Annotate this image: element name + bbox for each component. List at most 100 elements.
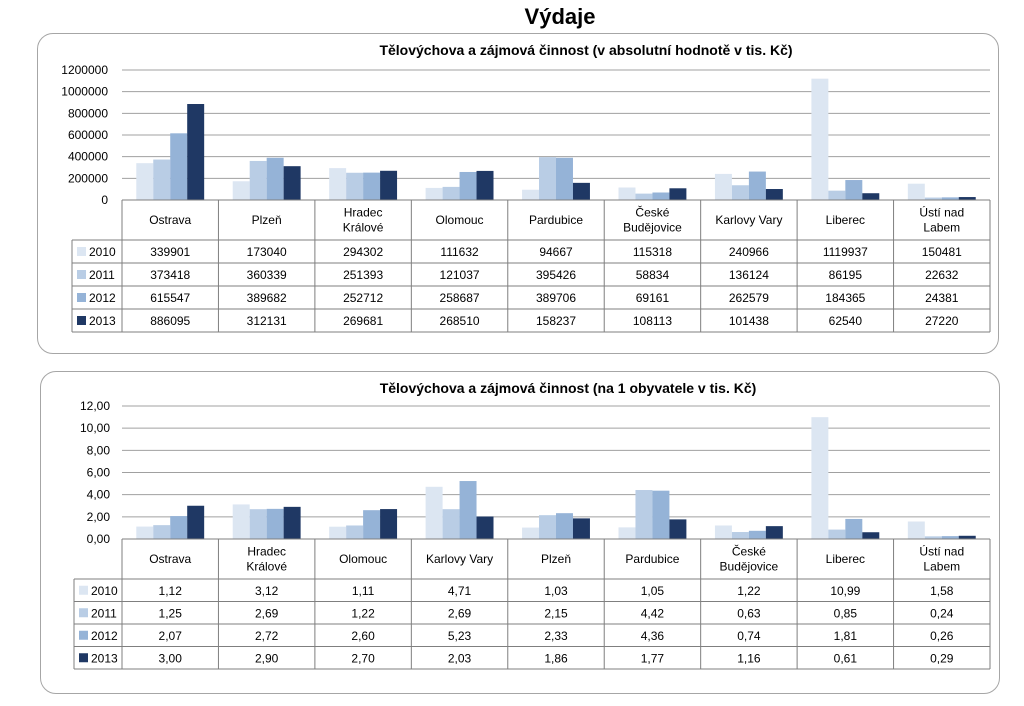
chart2-category-label: Pardubice [625, 552, 679, 566]
chart1-table-value: 115318 [633, 245, 672, 259]
chart2-bar [346, 525, 364, 539]
chart2-bar [442, 509, 460, 539]
chart2-bar [958, 535, 976, 539]
chart2-table-value: 2,15 [544, 606, 568, 620]
chart2-bar [731, 532, 749, 539]
chart2-table-value: 1,11 [352, 584, 375, 598]
chart2-y-tick-label: 0,00 [87, 532, 111, 546]
chart1-bar [862, 193, 880, 200]
chart1-bar [187, 104, 205, 200]
chart1-table-value: 294302 [343, 245, 383, 259]
chart2-table-value: 2,03 [448, 651, 472, 665]
chart2-bar [329, 526, 347, 539]
chart2-legend-swatch [79, 585, 88, 595]
chart1-table-value: 62540 [829, 314, 863, 328]
chart2-bar [618, 527, 636, 539]
chart2-table-value: 4,42 [641, 606, 665, 620]
chart1-y-tick-label: 0 [101, 193, 108, 207]
chart2-bar [425, 486, 443, 539]
chart2-bar [522, 527, 540, 539]
chart1-bar [170, 133, 188, 200]
chart1-bar [539, 157, 556, 200]
chart1-table-value: 615547 [150, 291, 190, 305]
chart1-table-value: 269681 [343, 314, 383, 328]
chart1-bar [249, 160, 267, 200]
chart1-bar [425, 187, 443, 200]
chart1-title: Tělovýchova a zájmová činnost (v absolut… [379, 42, 792, 58]
chart2-bar [652, 490, 670, 539]
chart2-table-value: 4,71 [448, 584, 472, 598]
chart1-bar [329, 168, 347, 200]
chart2-category-label: Karlovy Vary [426, 552, 493, 566]
chart2-table-value: 3,00 [159, 651, 183, 665]
chart1-bar [845, 180, 863, 200]
chart1-category-label: Pardubice [529, 213, 583, 227]
chart2-table-value: 0,26 [930, 629, 954, 643]
chart2-category-label: Ústí nad [919, 544, 964, 559]
chart1-table-value: 258687 [440, 291, 480, 305]
chart1-table-value: 173040 [247, 245, 287, 259]
chart1-table-value: 373418 [150, 268, 190, 282]
chart1-table-value: 184365 [825, 291, 865, 305]
chart2-table-value: 0,74 [737, 629, 761, 643]
chart1-table-value: 312131 [247, 314, 287, 328]
chart1-table-value: 240966 [729, 245, 769, 259]
chart1-legend-label: 2013 [89, 314, 116, 328]
chart2-bar [380, 509, 398, 539]
chart1-category-label: Olomouc [436, 213, 484, 227]
chart1-bar [442, 186, 460, 200]
chart2-bar [363, 510, 381, 539]
chart1-table-value: 111632 [440, 245, 479, 259]
chart2-y-tick-label: 12,00 [80, 399, 110, 413]
chart1-bar [266, 157, 284, 200]
chart2-bar [249, 509, 267, 539]
chart2-table-value: 0,63 [737, 606, 761, 620]
chart2-bar [136, 526, 154, 539]
chart1-y-tick-label: 200000 [68, 171, 108, 185]
chart1-bar [652, 192, 670, 200]
chart1-bar [828, 190, 846, 200]
chart2-bar [941, 536, 959, 539]
chart1-table-value: 389706 [536, 291, 576, 305]
chart2-legend-swatch [79, 608, 88, 618]
chart2-bar [924, 536, 942, 539]
chart2-legend-label: 2012 [91, 629, 118, 643]
chart1-bar [232, 181, 250, 200]
chart2-category-label: Olomouc [339, 552, 387, 566]
chart1-category-label: Hradec [344, 206, 383, 220]
chart1-table-value: 94667 [539, 245, 573, 259]
chart2-bar [714, 525, 732, 539]
chart1-legend-label: 2012 [89, 291, 116, 305]
chart1-category-label: Karlovy Vary [715, 213, 782, 227]
chart1-legend-swatch [77, 247, 86, 256]
chart1-table-value: 24381 [925, 291, 959, 305]
chart2-category-label: Ostrava [149, 552, 191, 566]
chart1-table-value: 268510 [440, 314, 480, 328]
chart2-y-tick-label: 10,00 [80, 421, 110, 435]
chart2-bar [862, 532, 880, 539]
chart1-table-value: 395426 [536, 268, 576, 282]
chart1-table-value: 886095 [150, 314, 190, 328]
chart1-table-value: 69161 [636, 291, 670, 305]
chart2-legend-label: 2013 [91, 651, 118, 665]
chart1-bar [459, 171, 477, 200]
chart2-bar [765, 526, 783, 539]
chart1-table-value: 262579 [729, 291, 769, 305]
chart2-bar [845, 518, 863, 539]
chart2-table-value: 2,72 [255, 629, 279, 643]
chart1-bar [941, 197, 959, 200]
chart2-table-value: 1,05 [641, 584, 665, 598]
chart1-bar [635, 193, 653, 200]
chart2-legend-swatch [79, 630, 88, 640]
chart2-table-value: 1,58 [930, 584, 954, 598]
chart2-bar [556, 513, 573, 539]
chart2-legend-label: 2011 [91, 606, 117, 620]
chart1-table-value: 22632 [925, 268, 959, 282]
chart2-table-value: 1,16 [737, 651, 761, 665]
chart1-category-label: Ostrava [149, 213, 191, 227]
chart2-bar [635, 490, 653, 539]
chart1-bar [153, 159, 171, 200]
chart1-bar [476, 170, 494, 200]
chart2-legend-swatch [79, 653, 88, 663]
